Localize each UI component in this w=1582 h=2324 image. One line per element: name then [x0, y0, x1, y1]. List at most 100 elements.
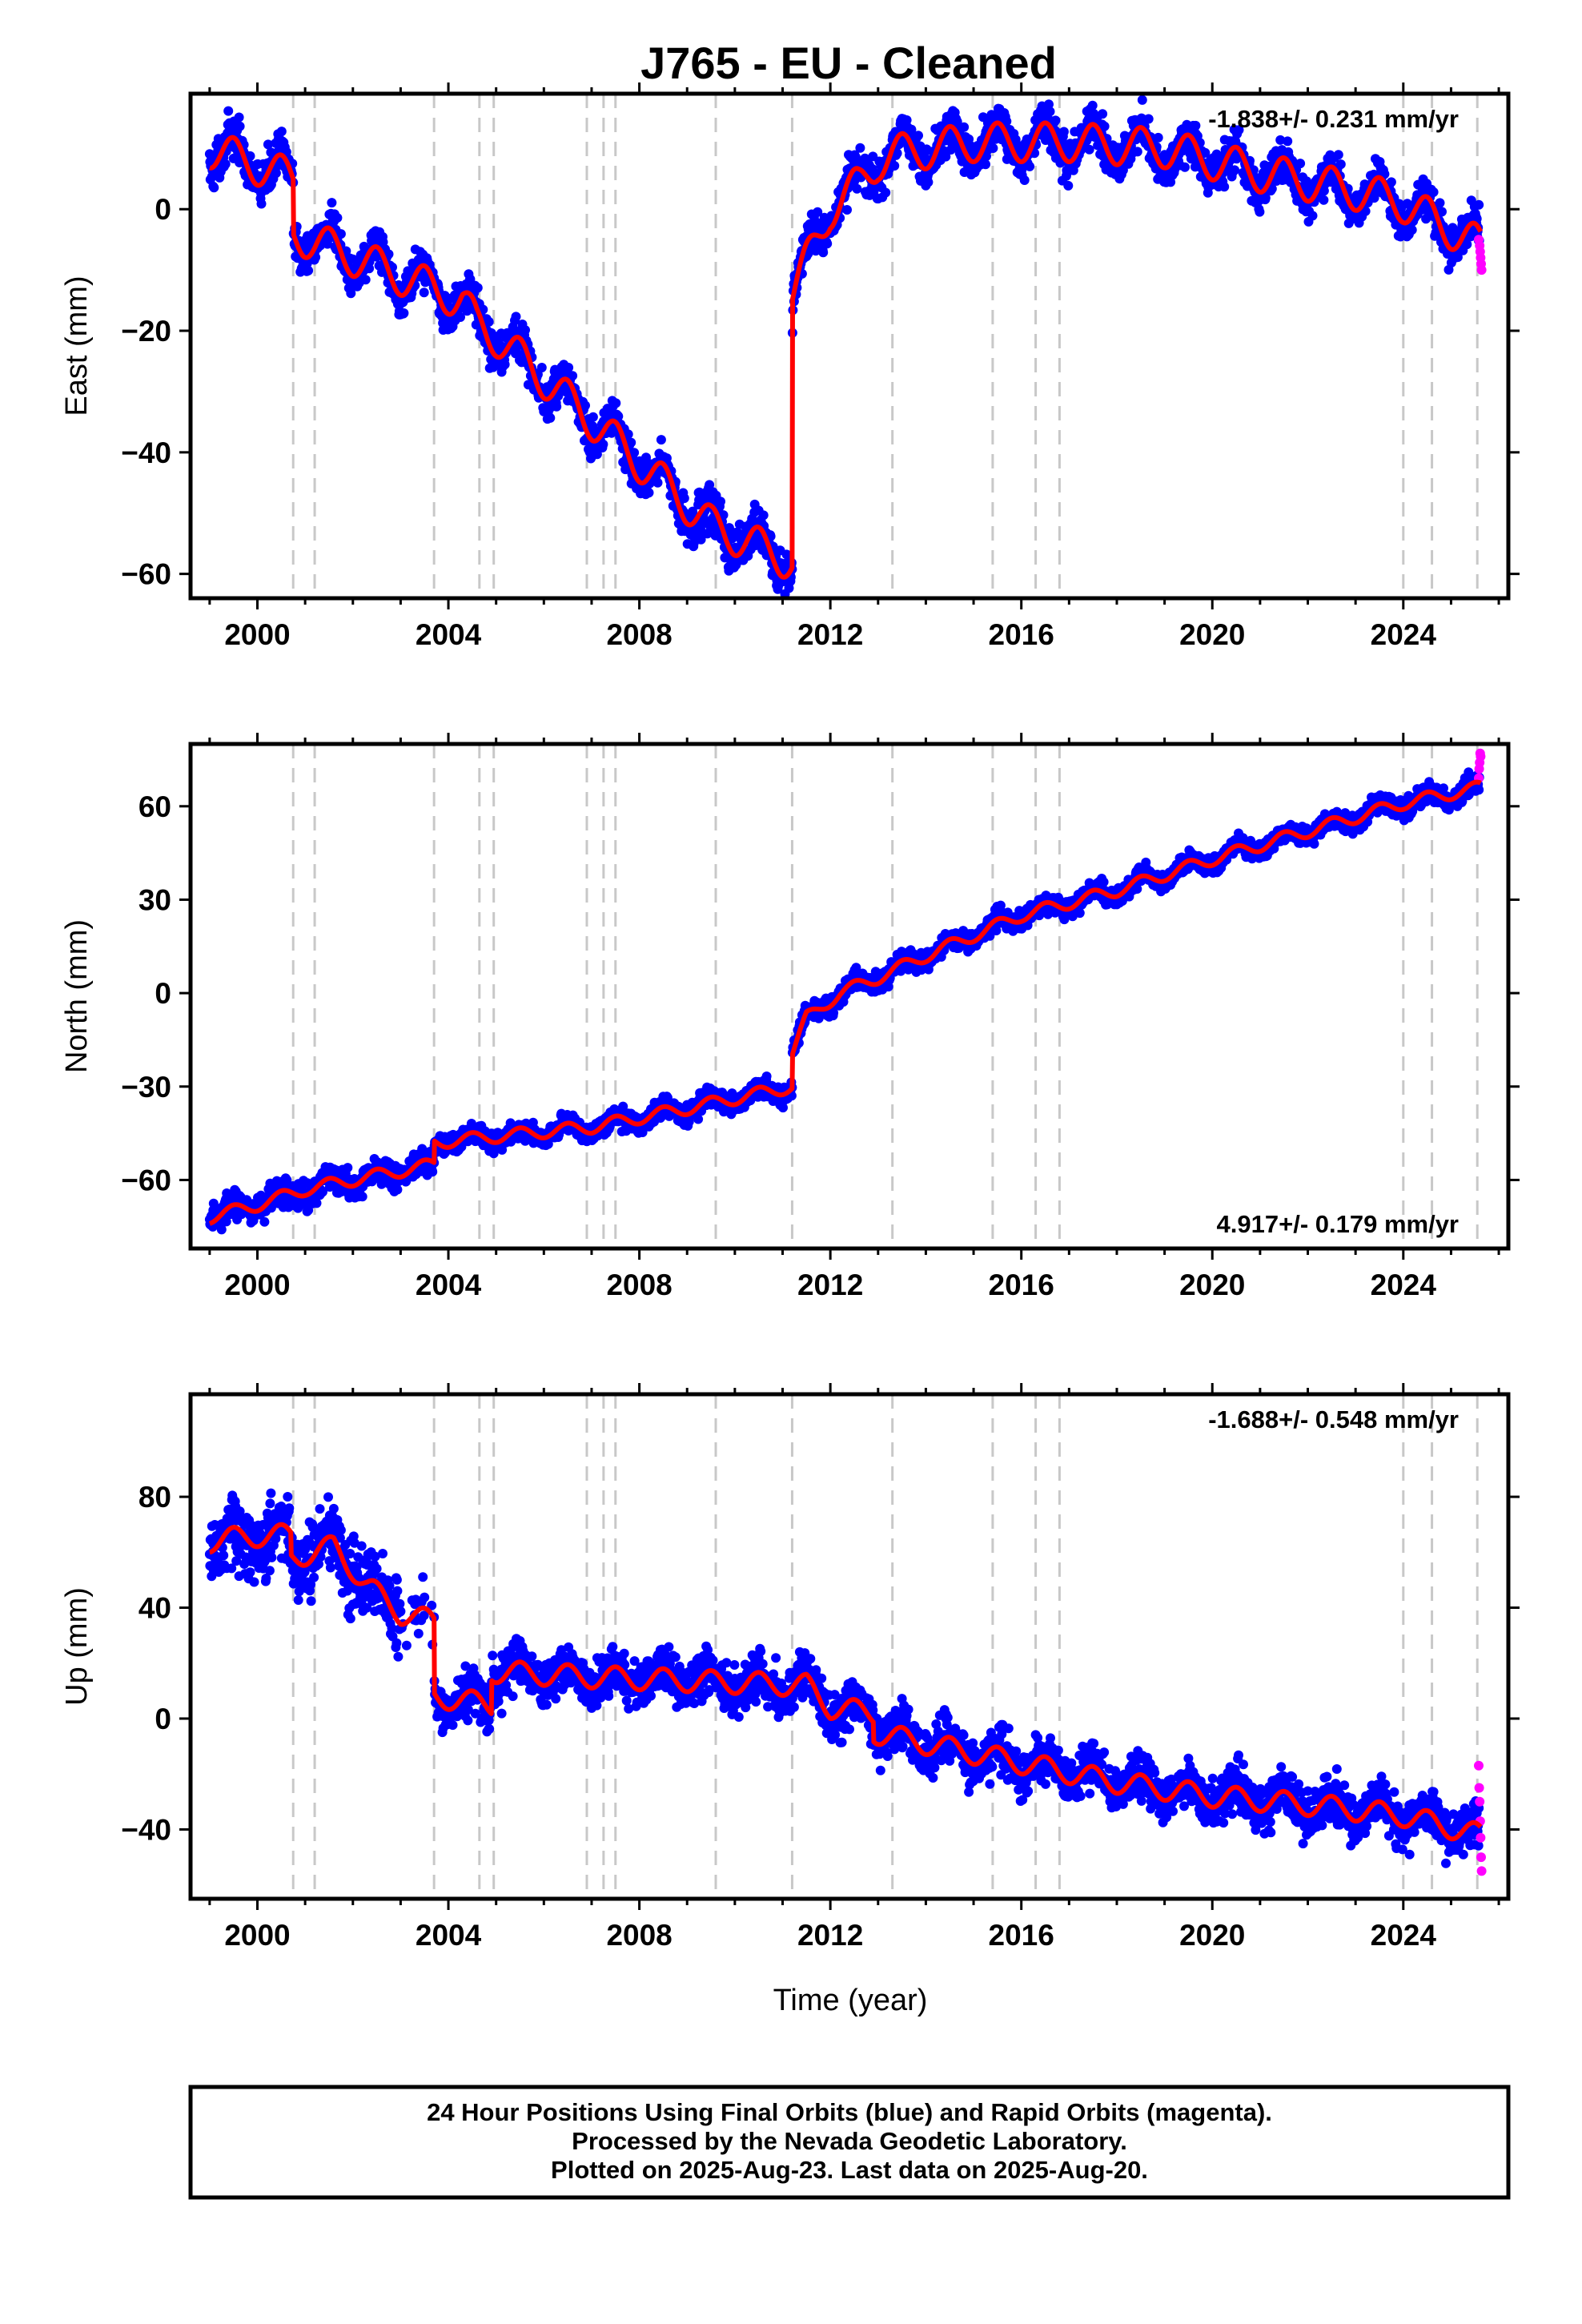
final-point [456, 312, 465, 322]
final-point [1307, 211, 1318, 221]
final-point [335, 229, 346, 239]
final-point [981, 159, 990, 170]
final-point [1045, 107, 1055, 117]
final-point [1087, 100, 1098, 111]
final-point [545, 412, 556, 423]
final-point [1295, 159, 1306, 169]
final-point [696, 534, 706, 545]
x-tick-label: 2016 [989, 618, 1054, 651]
final-point [652, 477, 663, 488]
y-tick-label: −40 [121, 436, 171, 469]
rapid-orbit-points [1474, 235, 1487, 275]
final-point [235, 121, 245, 131]
final-point [1333, 150, 1343, 160]
final-point [1435, 198, 1445, 208]
final-point [1230, 165, 1240, 175]
final-point [1050, 115, 1061, 126]
final-point [383, 249, 394, 259]
y-tick-label: 0 [155, 193, 171, 226]
final-point [889, 161, 900, 171]
final-point [1407, 225, 1417, 235]
final-point [399, 308, 409, 318]
final-point [988, 143, 998, 153]
final-point [598, 439, 608, 449]
final-point [419, 287, 429, 298]
final-point [392, 1184, 403, 1195]
final-point [718, 510, 729, 521]
final-point [234, 112, 244, 123]
final-point [209, 183, 219, 193]
x-tick-label: 2000 [224, 618, 290, 651]
final-point [923, 177, 934, 187]
final-point [822, 239, 833, 249]
final-point [1058, 127, 1069, 137]
final-point [855, 143, 865, 153]
final-point [679, 493, 689, 504]
final-point [1335, 159, 1346, 170]
final-point [357, 1192, 367, 1202]
final-point [913, 131, 923, 141]
final-point [484, 316, 494, 327]
final-point [1219, 182, 1230, 192]
chart-title: J765 - EU - Cleaned [640, 38, 1057, 88]
final-point [472, 283, 483, 293]
final-point [1019, 175, 1030, 185]
final-point [693, 1114, 704, 1124]
north-panel: 2000 2004 2008 2012 2016 2020 202460300−30−60N… [60, 733, 1520, 1301]
final-point [1132, 147, 1142, 157]
final-point [716, 497, 725, 507]
final-point [813, 207, 823, 217]
final-point [346, 288, 356, 299]
final-point [500, 360, 510, 370]
east-panel: 2000 2004 2008 2012 2016 2020 20240−20−40−60Ea… [60, 82, 1520, 651]
plot-area [204, 744, 1486, 1248]
final-point [1098, 109, 1108, 119]
final-point [588, 412, 598, 422]
final-point [216, 1224, 227, 1235]
final-point [1474, 199, 1484, 210]
final-point [842, 205, 852, 215]
final-point [818, 247, 829, 258]
final-point [611, 398, 621, 408]
final-point [303, 265, 314, 275]
final-point [758, 510, 769, 521]
final-point [1063, 180, 1074, 191]
x-tick-label: 2024 [1371, 618, 1437, 651]
final-point [552, 401, 562, 412]
final-point [511, 312, 521, 322]
final-point [623, 429, 633, 440]
final-point [852, 183, 862, 194]
velocity-label: -1.838+/- 0.231 mm/yr [1208, 105, 1459, 133]
final-point [1319, 195, 1329, 205]
x-tick-label: 2020 [1179, 618, 1245, 651]
final-point [1180, 162, 1190, 172]
x-tick-label: 2008 [606, 618, 672, 651]
final-point [564, 363, 574, 372]
x-tick-label: 2004 [416, 618, 482, 651]
final-point [1191, 120, 1201, 131]
final-point [644, 488, 654, 498]
final-point [245, 151, 255, 161]
final-point [223, 106, 234, 116]
plot-area [204, 94, 1487, 598]
final-point [520, 325, 530, 336]
final-point [428, 1167, 438, 1177]
y-axis-label: East (mm) [60, 275, 94, 416]
final-point [220, 159, 231, 169]
final-point [626, 437, 636, 448]
final-point [263, 139, 273, 150]
final-point [881, 187, 891, 198]
final-point [1255, 207, 1265, 217]
final-point [613, 411, 624, 421]
final-point [343, 1163, 353, 1173]
final-point [1283, 136, 1293, 147]
final-point [1428, 187, 1439, 197]
final-point [327, 198, 337, 208]
final-point [256, 199, 267, 209]
final-point [1153, 132, 1163, 143]
final-point [656, 435, 666, 445]
final-point [259, 1216, 270, 1227]
final-orbit-points [204, 767, 1484, 1235]
y-tick-label: −60 [121, 558, 171, 591]
